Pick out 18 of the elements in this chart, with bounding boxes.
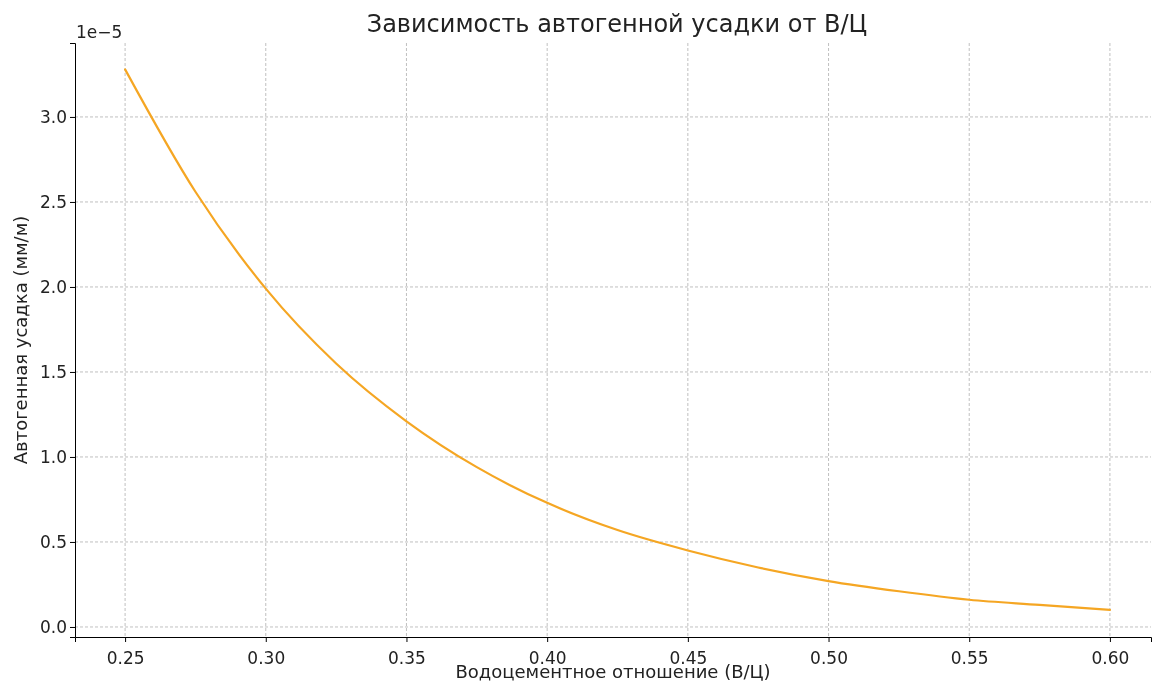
text: 1e−5	[76, 22, 123, 42]
x-tick-label: 0.50	[810, 647, 848, 668]
y-tick-label: 0.0	[39, 616, 67, 637]
y-tick-label: 0.5	[39, 531, 67, 552]
x-tick-label: 0.30	[247, 647, 286, 668]
x-tick-label: 0.40	[528, 647, 567, 668]
x-tick-label: 0.55	[950, 647, 989, 668]
y-tick-label: 1.0	[39, 446, 67, 467]
y-tick-label: 2.5	[39, 191, 67, 212]
y-tick-label: 3.0	[39, 106, 67, 127]
x-tick-label: 0.60	[1091, 647, 1130, 668]
x-tick-label: 0.25	[106, 647, 145, 668]
y-tick-label: 2.0	[39, 276, 67, 297]
x-tick-label: 0.35	[388, 647, 426, 668]
y-axis-title: Автогенная усадка (мм/м)	[10, 215, 31, 465]
chart-title: Зависимость автогенной усадки от В/Ц	[366, 10, 868, 38]
y-tick-label: 1.5	[39, 361, 67, 382]
line-series	[123, 68, 1112, 612]
